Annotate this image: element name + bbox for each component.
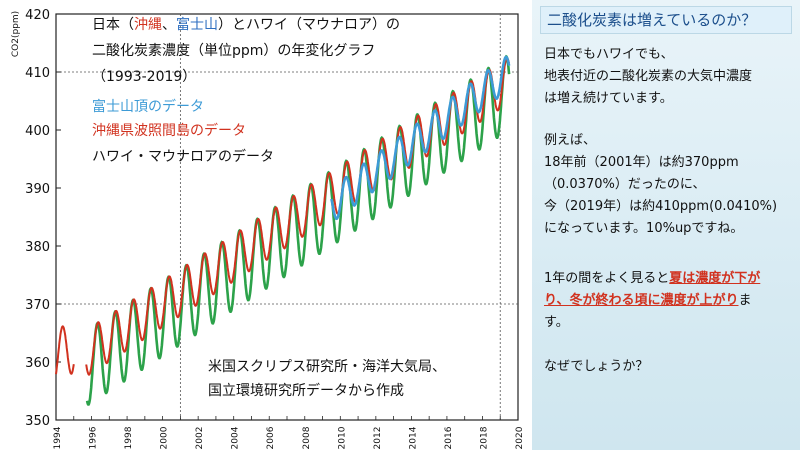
legend-mauna-loa: ハワイ・マウナロアのデータ (92, 149, 274, 165)
panel-title: 二酸化炭素は増えているのか？ (540, 6, 792, 34)
y-tick-label-420: 420 (25, 8, 50, 23)
chart-area: 350 360 370 380 390 400 410 420 1994 1996 1998 2000… (11, 8, 525, 450)
p3-line3: す。 (544, 315, 569, 330)
p1-line2: 地表付近の二酸化炭素の大気中濃度 (544, 69, 753, 84)
x-tick-label-2000: 2000 (160, 426, 170, 449)
p2-line3: （0.0370%）だったのに、 (544, 177, 706, 192)
series-line-fuji (330, 55, 511, 221)
chart-title-line3: （1993-2019） (92, 69, 197, 85)
co2-line-chart: 350 360 370 380 390 400 410 420 1994 1996 1998 2000… (11, 8, 525, 450)
title-sep: 、 (162, 17, 176, 33)
x-tick-label-2002: 2002 (195, 427, 205, 450)
p1-line1: 日本でもハワイでも、 (544, 47, 674, 62)
source-note-line1: 米国スクリプス研究所・海洋大気局、 (208, 359, 446, 375)
p3-line2: り、冬が終わる頃に濃度が上がりま (544, 290, 752, 312)
y-tick-label-400: 400 (25, 124, 50, 139)
series-line-okinawa-0 (55, 325, 75, 375)
source-note-line2: 国立環境研究所データから作成 (208, 383, 404, 399)
y-tick-label-370: 370 (25, 298, 50, 313)
p3-highlight-summer: 夏は濃度が下が (669, 271, 761, 286)
explanation-panel: 二酸化炭素は増えているのか？ 日本でもハワイでも、 地表付近の二酸化炭素の大気中… (532, 0, 800, 450)
x-tick-label-2016: 2016 (444, 426, 454, 449)
title-okinawa: 沖縄 (134, 17, 162, 33)
title-post: ）とハワイ（マウナロア）の (218, 17, 400, 33)
y-tick-label-360: 360 (25, 356, 50, 371)
x-tick-label-2004: 2004 (231, 426, 241, 449)
x-tick-label-1994: 1994 (53, 426, 63, 449)
y-tick-label-410: 410 (25, 66, 50, 81)
title-pre: 日本（ (92, 17, 134, 33)
p3-line1: 1年の間をよく見ると夏は濃度が下が (544, 268, 760, 290)
p3-highlight-winter: 濃度が上がり (660, 293, 739, 308)
p2-line4: 今（2019年）は約410ppm(0.0410%) (544, 199, 778, 214)
x-tick-label-1998: 1998 (124, 426, 134, 449)
x-tick-label-2010: 2010 (337, 426, 347, 449)
p4-question: なぜでしょうか？ (544, 359, 649, 374)
p3-text-ma: ま (738, 293, 752, 308)
p3-text-a: 1年の間をよく見ると (544, 271, 670, 286)
chart-title-line1: 日本（沖縄、富士山）とハワイ（マウナロア）の (92, 14, 400, 34)
series-line-okinawa-1 (85, 57, 510, 376)
y-tick-label-380: 380 (25, 240, 50, 255)
x-tick-label-2020: 2020 (515, 426, 525, 449)
legend-fuji: 富士山頂のデータ (92, 99, 204, 115)
x-tick-label-2014: 2014 (408, 426, 418, 449)
x-tick-label-2006: 2006 (266, 426, 276, 449)
chart-title-line2: 二酸化炭素濃度（単位ppm）の年変化グラフ (92, 43, 376, 59)
x-tick-label-1996: 1996 (89, 426, 99, 449)
y-tick-label-390: 390 (25, 182, 50, 197)
p3-highlight-ri: り、冬が終わる頃に (544, 293, 661, 308)
y-tick-label-350: 350 (25, 414, 50, 429)
y-axis-label: CO2(ppm) (11, 11, 21, 57)
legend-okinawa: 沖縄県波照間島のデータ (92, 123, 246, 139)
x-tick-label-2018: 2018 (479, 426, 489, 449)
p2-line1: 例えば、 (544, 133, 597, 148)
x-tick-label-2008: 2008 (302, 426, 312, 449)
p1-line3: は増え続けています。 (544, 91, 673, 106)
title-fuji: 富士山 (176, 17, 218, 33)
p2-line2: 18年前（2001年）は約370ppm (544, 155, 739, 170)
x-tick-label-2012: 2012 (373, 427, 383, 450)
p2-line5: になっています。10%upですね。 (544, 221, 744, 236)
